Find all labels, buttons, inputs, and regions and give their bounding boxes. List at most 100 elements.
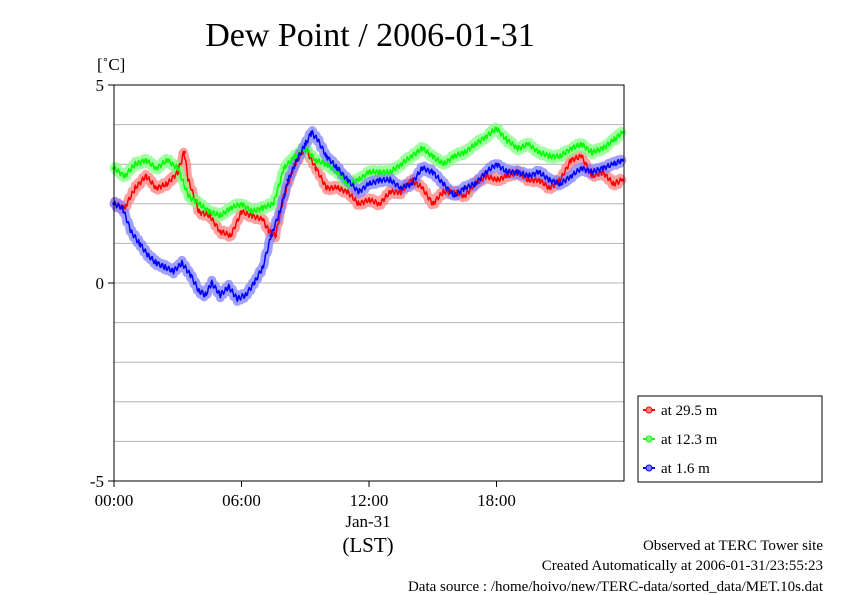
data-point <box>133 162 137 166</box>
data-point <box>367 182 371 186</box>
data-point <box>558 178 562 182</box>
data-point <box>218 229 222 234</box>
data-point <box>163 265 167 269</box>
data-point <box>356 190 360 194</box>
data-point <box>409 154 414 158</box>
data-point <box>388 190 392 194</box>
x-axis-label: (LST) <box>342 533 393 557</box>
data-point <box>579 142 584 146</box>
data-point <box>601 170 605 174</box>
data-point <box>278 210 282 214</box>
data-point <box>420 166 424 170</box>
data-point <box>165 158 169 162</box>
data-point <box>218 214 222 218</box>
data-point <box>235 297 239 301</box>
data-point <box>252 281 256 285</box>
data-point <box>133 186 137 190</box>
data-point <box>409 178 414 182</box>
data-point <box>188 273 193 277</box>
data-point <box>210 281 214 285</box>
data-point <box>314 158 318 162</box>
data-point <box>441 190 445 194</box>
data-point <box>218 293 222 297</box>
data-point <box>526 174 530 178</box>
data-point <box>494 178 499 182</box>
data-point <box>463 186 467 190</box>
data-point <box>324 186 329 190</box>
series-line-0 <box>113 146 623 239</box>
data-point <box>431 154 435 158</box>
data-point <box>399 186 403 190</box>
data-point <box>282 166 286 170</box>
legend-marker-1 <box>645 435 653 443</box>
footer-site: Observed at TERC Tower site <box>643 538 823 554</box>
data-point <box>346 182 350 186</box>
y-tick-label: 0 <box>96 274 105 293</box>
data-point <box>537 178 541 182</box>
data-point <box>516 146 520 150</box>
data-point <box>335 166 339 170</box>
data-point <box>335 186 339 190</box>
data-point <box>208 214 212 218</box>
data-point <box>208 210 212 214</box>
footer-created: Created Automatically at 2006-01-31/23:5… <box>542 558 823 574</box>
data-point <box>356 178 360 182</box>
data-point <box>579 166 584 170</box>
data-point <box>316 138 320 143</box>
data-point <box>548 186 552 190</box>
data-point <box>569 158 573 162</box>
data-point <box>367 170 371 174</box>
data-point <box>611 162 615 166</box>
data-point <box>431 202 435 206</box>
data-point <box>176 170 180 174</box>
data-point <box>261 265 265 269</box>
data-point <box>590 170 594 174</box>
data-point <box>526 178 530 182</box>
y-tick-label: 5 <box>96 76 105 95</box>
data-point <box>569 146 573 150</box>
data-point <box>505 138 509 143</box>
legend-label-2: at 1.6 m <box>661 461 710 477</box>
data-point <box>273 233 278 238</box>
data-point <box>197 289 201 293</box>
data-point <box>537 150 541 154</box>
data-point <box>569 174 573 178</box>
data-point <box>473 182 477 186</box>
data-point <box>295 158 299 162</box>
data-point <box>399 190 403 194</box>
data-point <box>346 190 350 194</box>
data-point <box>239 210 244 214</box>
y-axis-unit-label: [˚C] <box>97 55 125 74</box>
data-point <box>378 202 382 206</box>
data-point <box>579 154 584 158</box>
data-point <box>494 162 499 166</box>
data-point <box>420 146 424 150</box>
data-point <box>620 158 624 162</box>
legend-box <box>637 395 823 483</box>
data-point <box>452 194 456 198</box>
data-point <box>356 202 360 206</box>
data-point <box>516 170 520 174</box>
data-point <box>271 202 275 206</box>
data-point <box>505 174 509 178</box>
data-point <box>420 186 424 190</box>
data-point <box>244 293 248 297</box>
data-point <box>558 154 562 158</box>
data-point <box>261 218 265 222</box>
data-point <box>154 261 159 265</box>
data-point <box>558 182 562 186</box>
data-point <box>314 166 318 170</box>
data-point <box>388 178 392 182</box>
data-point <box>494 126 499 131</box>
data-point <box>378 170 382 174</box>
data-point <box>250 210 254 214</box>
data-point <box>186 194 190 198</box>
data-point <box>229 233 233 238</box>
legend-label-0: at 29.5 m <box>661 403 718 419</box>
data-point <box>548 154 552 158</box>
data-point <box>203 293 207 297</box>
data-point <box>441 162 445 166</box>
data-point <box>324 162 329 166</box>
data-point <box>120 206 125 210</box>
data-point <box>269 233 273 238</box>
